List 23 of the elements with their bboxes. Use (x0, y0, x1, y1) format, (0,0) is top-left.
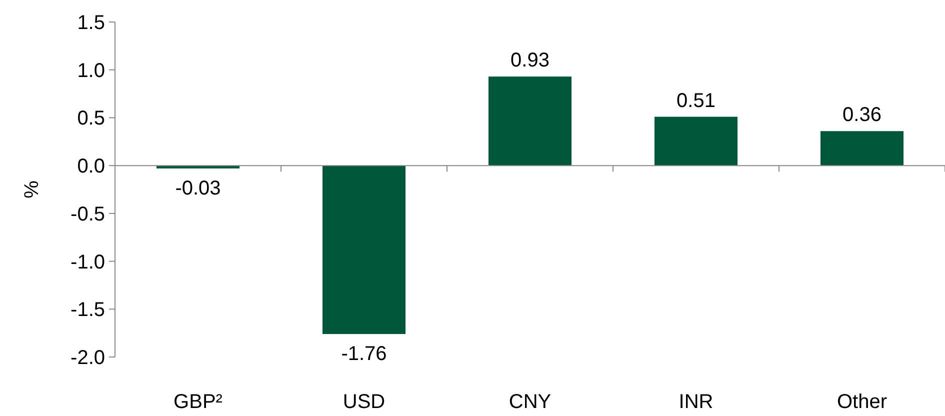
x-tick-label: USD (342, 391, 386, 413)
y-tick-label: 0.5 (77, 108, 105, 130)
bar (654, 116, 738, 166)
y-tick-label: 1.5 (77, 12, 105, 34)
y-tick-label: -1.0 (70, 251, 105, 274)
data-label: 0.36 (842, 104, 882, 126)
x-tick-label: CNY (508, 391, 552, 413)
y-axis-title: % (21, 180, 43, 198)
bar (488, 76, 572, 166)
x-tick-label: INR (678, 391, 714, 413)
x-tick-label: Other (836, 391, 888, 413)
data-label: 0.51 (676, 90, 716, 112)
y-tick-label: -1.5 (70, 299, 105, 322)
data-label: -0.03 (175, 177, 221, 200)
data-label: 0.93 (510, 50, 550, 72)
y-tick-label: -0.5 (70, 203, 105, 226)
x-tick-label: GBP² (174, 391, 223, 413)
data-label: -1.76 (341, 343, 387, 366)
bar (820, 131, 904, 166)
y-tick-label: 1.0 (77, 60, 105, 82)
y-tick-label: -2.0 (70, 347, 105, 369)
y-tick-label: 0.0 (77, 156, 105, 178)
bar (322, 166, 406, 334)
